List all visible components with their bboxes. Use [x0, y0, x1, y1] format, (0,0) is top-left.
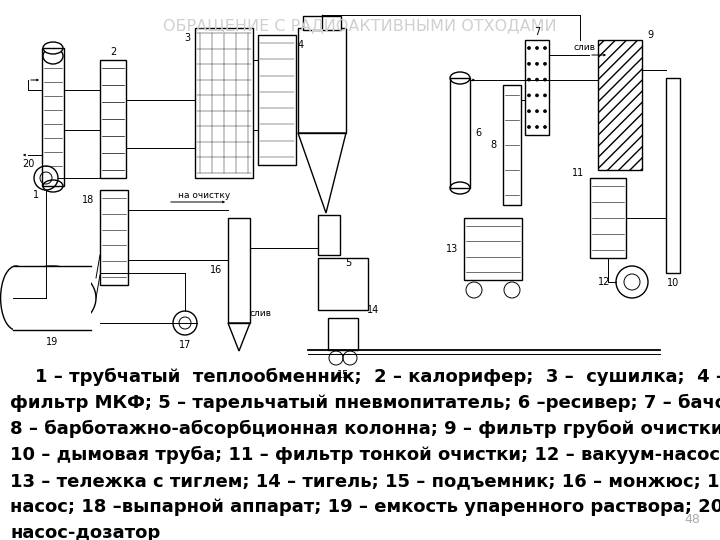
Text: 5: 5: [345, 258, 351, 268]
Ellipse shape: [528, 94, 531, 97]
Ellipse shape: [528, 78, 531, 81]
Bar: [195, 28, 253, 178]
Ellipse shape: [544, 94, 546, 97]
Text: 15: 15: [337, 370, 349, 380]
Bar: [598, 40, 642, 170]
Bar: [298, 28, 346, 133]
Text: 4: 4: [298, 40, 304, 50]
Text: 11: 11: [572, 168, 584, 178]
Ellipse shape: [536, 110, 539, 113]
Ellipse shape: [43, 180, 63, 192]
Text: слив: слив: [250, 308, 272, 318]
Bar: [450, 78, 470, 188]
Ellipse shape: [536, 62, 539, 65]
Bar: [228, 218, 250, 323]
Text: фильтр МКФ; 5 – тарельчатый пневмопитатель; 6 –ресивер; 7 – бачок;: фильтр МКФ; 5 – тарельчатый пневмопитате…: [10, 394, 720, 412]
Ellipse shape: [544, 110, 546, 113]
Text: 1 – трубчатый  теплообменник;  2 – калорифер;  3 –  сушилка;  4 –: 1 – трубчатый теплообменник; 2 – калориф…: [10, 368, 720, 386]
Text: 8: 8: [490, 140, 496, 150]
Text: насос; 18 –выпарной аппарат; 19 – емкость упаренного раствора; 20 –: насос; 18 –выпарной аппарат; 19 – емкост…: [10, 498, 720, 516]
Ellipse shape: [536, 125, 539, 129]
Text: 10 – дымовая труба; 11 – фильтр тонкой очистки; 12 – вакуум-насос;: 10 – дымовая труба; 11 – фильтр тонкой о…: [10, 446, 720, 464]
Text: 14: 14: [367, 305, 379, 315]
Ellipse shape: [528, 110, 531, 113]
Bar: [100, 60, 126, 178]
Text: 48: 48: [684, 513, 700, 526]
Ellipse shape: [1, 266, 32, 330]
Ellipse shape: [528, 125, 531, 129]
Text: 18: 18: [82, 195, 94, 205]
Text: 9: 9: [647, 30, 653, 40]
Bar: [666, 78, 680, 273]
Ellipse shape: [544, 125, 546, 129]
Text: 13: 13: [446, 244, 458, 254]
Bar: [13, 266, 91, 330]
Ellipse shape: [536, 46, 539, 50]
Bar: [328, 318, 358, 350]
Text: 7: 7: [534, 27, 540, 37]
Bar: [503, 85, 521, 205]
Text: ОБРАЩЕНИЕ С РАДИОАКТИВНЫМИ ОТХОДАМИ: ОБРАЩЕНИЕ С РАДИОАКТИВНЫМИ ОТХОДАМИ: [163, 18, 557, 33]
Ellipse shape: [528, 62, 531, 65]
Text: 10: 10: [667, 278, 679, 288]
Text: 1: 1: [33, 190, 39, 200]
Bar: [525, 40, 549, 135]
Bar: [318, 215, 340, 255]
Bar: [318, 258, 368, 310]
Text: 20: 20: [22, 159, 34, 169]
Ellipse shape: [43, 48, 63, 64]
Ellipse shape: [536, 78, 539, 81]
Text: 12: 12: [598, 277, 610, 287]
Text: на очистку: на очистку: [178, 191, 230, 199]
Text: 8 – барботажно-абсорбционная колонна; 9 – фильтр грубой очистки;: 8 – барботажно-абсорбционная колонна; 9 …: [10, 420, 720, 438]
Bar: [42, 48, 64, 186]
Text: 3: 3: [184, 33, 190, 43]
Ellipse shape: [536, 94, 539, 97]
Ellipse shape: [528, 46, 531, 50]
Ellipse shape: [43, 42, 63, 54]
Bar: [100, 190, 128, 285]
Ellipse shape: [450, 182, 470, 194]
Bar: [590, 178, 626, 258]
Text: слив: слив: [573, 44, 595, 52]
Ellipse shape: [544, 46, 546, 50]
Text: 2: 2: [110, 47, 116, 57]
Text: 16: 16: [210, 265, 222, 275]
Bar: [258, 35, 296, 165]
Text: 13 – тележка с тиглем; 14 – тигель; 15 – подъемник; 16 – монжюс; 17 –: 13 – тележка с тиглем; 14 – тигель; 15 –…: [10, 472, 720, 490]
Text: 19: 19: [46, 337, 58, 347]
Ellipse shape: [450, 72, 470, 84]
Text: 17: 17: [179, 340, 192, 350]
Ellipse shape: [544, 62, 546, 65]
Text: 6: 6: [475, 128, 481, 138]
Bar: [464, 218, 522, 280]
Text: насос-дозатор: насос-дозатор: [10, 524, 161, 540]
Bar: [303, 16, 341, 30]
Ellipse shape: [544, 78, 546, 81]
